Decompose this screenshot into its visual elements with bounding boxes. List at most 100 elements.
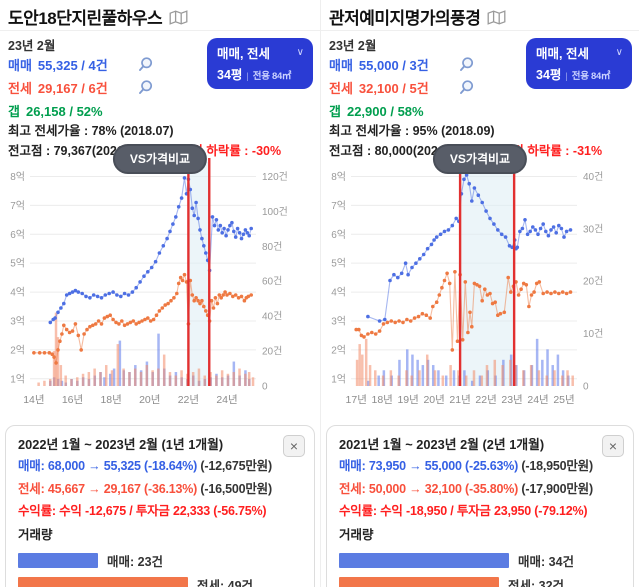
svg-text:17년: 17년 xyxy=(346,394,367,406)
panel-header: 관저예미지명가의풍경 xyxy=(321,0,639,31)
svg-text:20년: 20년 xyxy=(423,394,444,406)
svg-text:1억: 1억 xyxy=(10,373,25,385)
jeonse-value: 32,100 / 5건 xyxy=(358,81,429,96)
svg-text:21년: 21년 xyxy=(449,394,470,406)
svg-text:6억: 6억 xyxy=(331,229,346,241)
jeonse-label: 전세 xyxy=(329,81,353,96)
close-icon[interactable]: × xyxy=(283,435,305,457)
svg-text:1억: 1억 xyxy=(331,373,346,385)
map-icon[interactable] xyxy=(487,10,506,25)
sale-volume-row: 매매: 34건 xyxy=(339,551,621,570)
svg-text:2억: 2억 xyxy=(10,344,25,356)
svg-text:120건: 120건 xyxy=(262,171,288,183)
svg-text:8억: 8억 xyxy=(331,171,346,183)
map-icon[interactable] xyxy=(169,10,188,25)
svg-text:3억: 3억 xyxy=(331,315,346,327)
price-info-block: 23년 2월 매매 55,325 / 4건 전세 29,167 / 6건 갭 26,1… xyxy=(0,31,320,158)
svg-text:0: 0 xyxy=(262,382,268,393)
property-title: 관저예미지명가의풍경 xyxy=(329,9,481,28)
jeonse-price-row: 전세 29,167 / 6건 xyxy=(8,79,312,102)
sale-volume-bar xyxy=(339,552,509,568)
magnifier-icon[interactable] xyxy=(458,79,475,102)
close-icon[interactable]: × xyxy=(602,435,624,457)
chevron-down-icon: ∨ xyxy=(615,47,623,58)
svg-text:100건: 100건 xyxy=(262,206,288,218)
svg-text:5억: 5억 xyxy=(10,258,25,270)
sale-volume-text: 매매: 34건 xyxy=(518,554,575,569)
svg-text:60건: 60건 xyxy=(262,276,282,288)
exclusive-area: 전용 84㎡ xyxy=(571,71,611,82)
exclusive-area: 전용 84㎡ xyxy=(252,71,292,82)
reference-month: 23년 2월 xyxy=(329,39,377,53)
svg-text:25년: 25년 xyxy=(553,394,574,406)
svg-text:24년: 24년 xyxy=(527,394,548,406)
gap-value: 22,900 / 58% xyxy=(346,104,424,119)
sale-price-row: 매매 55,000 / 3건 xyxy=(329,56,631,79)
magnifier-icon[interactable] xyxy=(137,79,154,102)
separator: | xyxy=(246,71,249,81)
peak-price: 전고점 : 79,367(2021.02) xyxy=(8,143,146,158)
svg-text:2억: 2억 xyxy=(331,344,346,356)
dropdown-selected: 매매, 전세 xyxy=(536,47,589,61)
gap-row: 갭 26,158 / 52% xyxy=(8,102,312,122)
sale-label: 매매 xyxy=(329,58,353,73)
jeonse-volume-text: 전세: 49건 xyxy=(197,578,254,587)
svg-text:22년: 22년 xyxy=(178,394,199,406)
svg-text:24년: 24년 xyxy=(216,394,237,406)
jeonse-value: 29,167 / 6건 xyxy=(37,81,108,96)
price-volume-chart[interactable]: 1억 2억 3억 4억 5억 6억 7억 8억 0 20건 40건 60건 80건 100건 120건 14년… xyxy=(2,150,310,410)
comparison-summary-box: 2022년 1월 ~ 2023년 2월 (1년 1개월) × 매매: 68,00… xyxy=(5,425,315,587)
vs-price-compare-button[interactable]: VS가격비교 xyxy=(432,144,528,174)
peak-jeonse-ratio: 최고 전세가율 : 78% (2018.07) xyxy=(8,124,174,138)
svg-text:0: 0 xyxy=(583,382,589,393)
sale-change-line: 매매: 68,000 → 55,325 (-18.64%) (-12,675만원… xyxy=(18,459,272,473)
svg-text:7억: 7억 xyxy=(331,200,346,212)
gap-label: 갭 xyxy=(329,104,341,119)
price-info-block: 23년 2월 매매 55,000 / 3건 전세 32,100 / 5건 갭 22,9… xyxy=(321,31,639,158)
price-volume-chart[interactable]: 1억 2억 3억 4억 5억 6억 7억 8억 0 10건 20건 30건 40건 17년 18년 19년 20… xyxy=(323,150,631,410)
price-type-dropdown[interactable]: 매매, 전세 ∨ 34평 | 전용 84㎡ xyxy=(207,38,313,89)
jeonse-label: 전세 xyxy=(8,81,32,96)
svg-text:20년: 20년 xyxy=(139,394,160,406)
sale-volume-text: 매매: 23건 xyxy=(107,554,164,569)
reference-month: 23년 2월 xyxy=(8,39,56,53)
yield-line: 수익률: 수익 -12,675 / 투자금 22,333 (-56.75%) xyxy=(18,504,267,518)
separator: | xyxy=(565,71,568,81)
svg-text:6억: 6억 xyxy=(10,229,25,241)
sale-volume-row: 매매: 23건 xyxy=(18,551,302,570)
peak-price: 전고점 : 80,000(2021.04) xyxy=(329,143,467,158)
magnifier-icon[interactable] xyxy=(137,56,154,79)
panel-header: 도안18단지린풀하우스 xyxy=(0,0,320,31)
svg-text:8억: 8억 xyxy=(10,171,25,183)
svg-text:4억: 4억 xyxy=(331,287,346,299)
chevron-down-icon: ∨ xyxy=(296,47,304,58)
gap-row: 갭 22,900 / 58% xyxy=(329,102,631,122)
svg-text:30건: 30건 xyxy=(583,223,603,235)
svg-text:18년: 18년 xyxy=(372,394,393,406)
svg-text:40건: 40건 xyxy=(583,171,603,183)
volume-section-label: 거래량 xyxy=(18,527,53,542)
svg-text:10건: 10건 xyxy=(583,328,603,340)
svg-text:14년: 14년 xyxy=(23,394,44,406)
jeonse-change-line: 전세: 45,667 → 29,167 (-36.13%) (-16,500만원… xyxy=(18,481,272,496)
vs-price-compare-button[interactable]: VS가격비교 xyxy=(112,144,208,174)
svg-text:20건: 20건 xyxy=(583,276,603,288)
property-title: 도안18단지린풀하우스 xyxy=(8,9,163,28)
sale-value: 55,325 / 4건 xyxy=(37,58,108,73)
jeonse-price-row: 전세 32,100 / 5건 xyxy=(329,79,631,102)
chart-area: VS가격비교 1억 2억 3억 4억 5억 6억 7억 8억 0 20건 40건 60건 80건 100건… xyxy=(0,144,320,416)
jeonse-volume-text: 전세: 32건 xyxy=(508,578,565,587)
yield-line: 수익률: 수익 -18,950 / 투자금 23,950 (-79.12%) xyxy=(339,504,588,518)
peak-jeonse-ratio: 최고 전세가율 : 95% (2018.09) xyxy=(329,124,495,138)
svg-text:19년: 19년 xyxy=(397,394,418,406)
magnifier-icon[interactable] xyxy=(458,56,475,79)
jeonse-volume-row: 전세: 32건 xyxy=(339,575,621,587)
comparison-period: 2021년 1월 ~ 2023년 2월 (2년 1개월) xyxy=(339,437,545,452)
price-type-dropdown[interactable]: 매매, 전세 ∨ 34평 | 전용 84㎡ xyxy=(526,38,632,89)
dropdown-selected: 매매, 전세 xyxy=(217,47,270,61)
chart-area: VS가격비교 1억 2억 3억 4억 5억 6억 7억 8억 0 10건 20건 30건 40건 17년 1… xyxy=(321,144,639,416)
svg-text:40건: 40건 xyxy=(262,311,282,323)
jeonse-volume-bar xyxy=(339,576,499,587)
svg-text:22년: 22년 xyxy=(475,394,496,406)
jeonse-change-line: 전세: 50,000 → 32,100 (-35.80%) (-17,900만원… xyxy=(339,481,593,496)
